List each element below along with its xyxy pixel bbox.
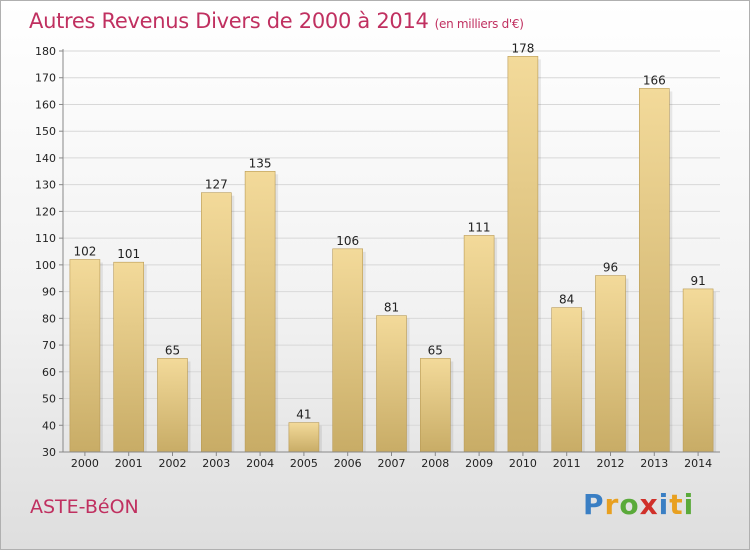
- axes: 30 40 50 60 70 80 90 100 110 120 130 140 150 160 170 18…: [35, 45, 720, 470]
- bar-value-label: 111: [468, 220, 491, 234]
- y-tick-label: 30: [42, 446, 56, 459]
- x-tick-label: 2003: [202, 457, 230, 470]
- bar: [551, 307, 583, 453]
- logo-letter: o: [619, 488, 640, 521]
- logo-letter: i: [658, 488, 670, 521]
- x-tick-label: 2002: [159, 457, 187, 470]
- bar-value-label: 91: [690, 274, 705, 288]
- y-tick-label: 120: [35, 205, 56, 218]
- bar-value-label: 166: [643, 73, 666, 87]
- y-tick-label: 170: [35, 72, 56, 85]
- x-tick-label: 2010: [509, 457, 537, 470]
- chart-title: Autres Revenus Divers de 2000 à 2014 (en …: [29, 9, 524, 33]
- y-tick-label: 80: [42, 312, 56, 325]
- y-tick-label: 40: [42, 419, 56, 432]
- commune-name: ASTE-BéON: [30, 496, 139, 518]
- bar-value-label: 106: [336, 234, 359, 248]
- x-tick-label: 2009: [465, 457, 493, 470]
- bar: [682, 288, 714, 453]
- logo-letter: x: [639, 488, 659, 521]
- y-tick-label: 100: [35, 259, 56, 272]
- bar-value-label: 65: [165, 343, 180, 357]
- y-tick-label: 60: [42, 366, 56, 379]
- bar: [463, 235, 495, 453]
- bar: [507, 56, 539, 453]
- bar: [288, 422, 320, 453]
- y-tick-label: 50: [42, 393, 56, 406]
- x-tick-label: 2013: [640, 457, 668, 470]
- y-tick-label: 130: [35, 179, 56, 192]
- bar: [69, 259, 101, 453]
- y-tick-label: 110: [35, 232, 56, 245]
- logo-letter: r: [604, 488, 620, 521]
- bar-value-label: 101: [117, 247, 140, 261]
- x-tick-label: 2005: [290, 457, 318, 470]
- x-tick-label: 2001: [115, 457, 143, 470]
- bar-value-label: 84: [559, 293, 574, 307]
- bar: [157, 358, 188, 453]
- bar-value-label: 65: [428, 343, 443, 357]
- title-text: Autres Revenus Divers de 2000 à 2014: [29, 9, 429, 33]
- x-tick-label: 2011: [553, 457, 581, 470]
- bar: [113, 261, 144, 453]
- bar: [595, 275, 626, 453]
- x-tick-label: 2008: [421, 457, 449, 470]
- bar-value-label: 41: [296, 408, 311, 422]
- labels: 102 101 65 127 135 41 106 81 65 111 178 84 96 166 91: [73, 41, 705, 421]
- bar-value-label: 96: [603, 261, 618, 275]
- x-tick-label: 2000: [71, 457, 99, 470]
- bar: [638, 88, 670, 453]
- proxiti-logo: Proxiti: [583, 488, 694, 521]
- bar: [376, 315, 407, 453]
- bar: [332, 248, 364, 453]
- y-tick-label: 150: [35, 125, 56, 138]
- bar-value-label: 102: [73, 245, 96, 259]
- y-tick-label: 90: [42, 286, 56, 299]
- bar: [244, 171, 276, 453]
- bar: [419, 358, 451, 453]
- bar-value-label: 81: [384, 301, 399, 315]
- logo-letter: P: [583, 488, 605, 521]
- bar-value-label: 127: [205, 178, 228, 192]
- y-tick-label: 160: [35, 98, 56, 111]
- x-tick-label: 2007: [378, 457, 406, 470]
- bars: [69, 56, 717, 453]
- logo-letter: i: [683, 488, 695, 521]
- y-tick-label: 70: [42, 339, 56, 352]
- y-tick-label: 140: [35, 152, 56, 165]
- x-tick-label: 2006: [334, 457, 362, 470]
- logo-letter: t: [669, 488, 684, 521]
- x-tick-label: 2012: [597, 457, 625, 470]
- y-tick-label: 180: [35, 45, 56, 58]
- x-tick-label: 2014: [684, 457, 712, 470]
- bar-value-label: 178: [511, 41, 534, 55]
- unit-label: (en milliers d'€): [434, 17, 524, 31]
- bar: [201, 192, 232, 453]
- x-tick-label: 2004: [246, 457, 274, 470]
- bar-value-label: 135: [249, 156, 272, 170]
